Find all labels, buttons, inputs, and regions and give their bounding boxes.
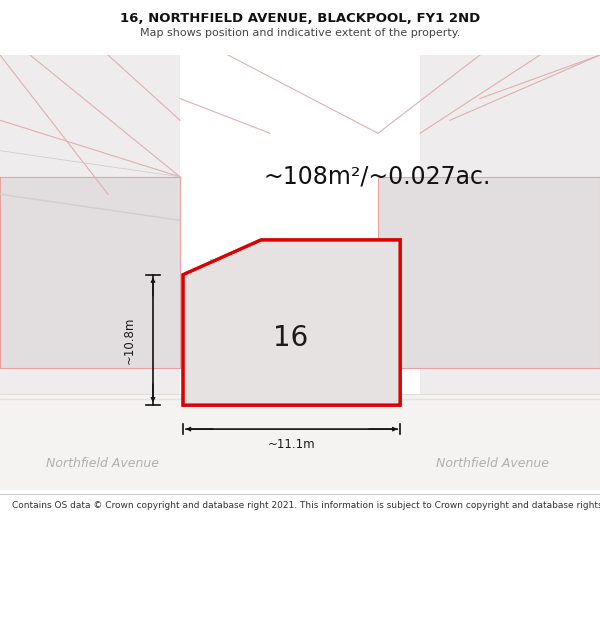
Text: ~108m²/~0.027ac.: ~108m²/~0.027ac. [264, 165, 491, 189]
Text: ~10.8m: ~10.8m [122, 316, 136, 364]
Polygon shape [0, 177, 180, 368]
Text: 16: 16 [274, 324, 308, 352]
Text: ~11.1m: ~11.1m [268, 438, 316, 451]
Polygon shape [183, 240, 400, 405]
Text: Map shows position and indicative extent of the property.: Map shows position and indicative extent… [140, 29, 460, 39]
Polygon shape [378, 177, 600, 368]
Text: 16, NORTHFIELD AVENUE, BLACKPOOL, FY1 2ND: 16, NORTHFIELD AVENUE, BLACKPOOL, FY1 2N… [120, 12, 480, 25]
Text: Contains OS data © Crown copyright and database right 2021. This information is : Contains OS data © Crown copyright and d… [12, 501, 600, 510]
Polygon shape [210, 259, 378, 390]
Polygon shape [420, 55, 600, 490]
Polygon shape [0, 394, 600, 490]
Text: Northfield Avenue: Northfield Avenue [436, 458, 548, 471]
Polygon shape [0, 55, 180, 490]
Text: Northfield Avenue: Northfield Avenue [46, 458, 158, 471]
